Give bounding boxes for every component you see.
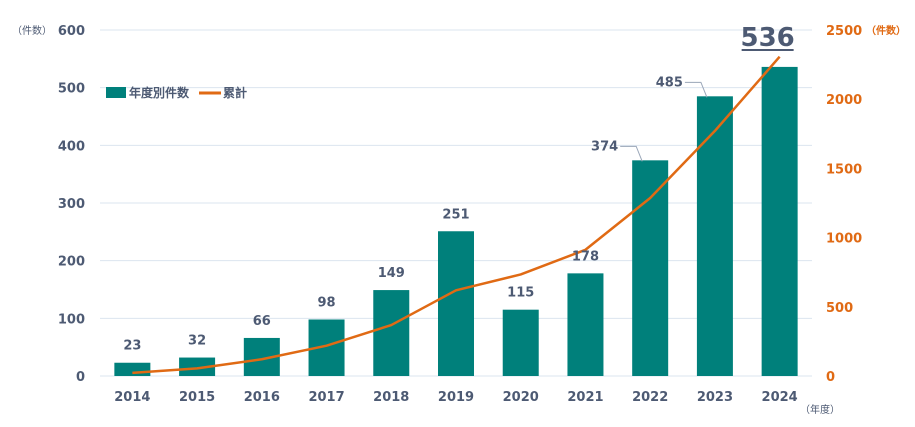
x-tick-2015: 2015 xyxy=(179,390,215,405)
legend-line-label: 累計 xyxy=(223,85,247,100)
x-tick-2020: 2020 xyxy=(503,390,539,405)
x-tick-2024: 2024 xyxy=(762,390,798,405)
left-axis: 0 100 200 300 400 500 600 xyxy=(58,24,85,385)
x-tick-2021: 2021 xyxy=(567,390,603,405)
right-tick-0: 0 xyxy=(826,370,835,385)
legend-bar-swatch xyxy=(106,87,126,98)
right-tick-2500: 2500 xyxy=(826,24,862,39)
left-tick-600: 600 xyxy=(58,24,85,39)
right-axis-unit: （件数） xyxy=(866,24,906,37)
left-tick-500: 500 xyxy=(58,82,85,97)
left-tick-300: 300 xyxy=(58,197,85,212)
leader-line-2022 xyxy=(620,145,643,162)
bar-label-2024: 536 xyxy=(740,23,794,53)
left-tick-100: 100 xyxy=(58,312,85,327)
right-tick-2000: 2000 xyxy=(826,93,862,108)
x-tick-2018: 2018 xyxy=(373,390,409,405)
x-tick-2019: 2019 xyxy=(438,390,474,405)
left-axis-unit: （件数） xyxy=(12,24,52,37)
x-tick-2023: 2023 xyxy=(697,390,733,405)
legend: 年度別件数 累計 xyxy=(106,85,247,100)
bar-labels: 23 32 66 98 149 251 115 178 374 485 536 xyxy=(123,23,794,354)
x-axis: 2014 2015 2016 2017 2018 2019 2020 2021 2022 2023… xyxy=(114,390,797,405)
left-tick-200: 200 xyxy=(58,255,85,270)
bar-2023 xyxy=(696,96,733,377)
right-tick-1500: 1500 xyxy=(826,162,862,177)
bar-label-2017: 98 xyxy=(317,295,335,310)
bar-label-2023: 485 xyxy=(656,75,683,90)
x-axis-unit: （年度） xyxy=(800,403,840,416)
bar-label-2015: 32 xyxy=(188,334,206,349)
bar-2014 xyxy=(114,362,151,376)
x-tick-2017: 2017 xyxy=(308,390,344,405)
bar-label-2018: 149 xyxy=(378,266,405,281)
right-tick-1000: 1000 xyxy=(826,232,862,247)
bar-label-2022: 374 xyxy=(591,139,618,154)
bar-2019 xyxy=(438,231,474,376)
line-series xyxy=(132,55,781,375)
bar-2024 xyxy=(761,66,798,376)
left-tick-400: 400 xyxy=(58,139,85,154)
right-axis: 0 500 1000 1500 2000 2500 xyxy=(826,24,862,385)
bar-label-2019: 251 xyxy=(442,207,469,222)
x-tick-2014: 2014 xyxy=(114,390,150,405)
bar-label-2016: 66 xyxy=(253,314,271,329)
bar-2020 xyxy=(502,309,539,376)
left-tick-0: 0 xyxy=(76,370,85,385)
x-tick-2016: 2016 xyxy=(244,390,280,405)
bar-2021 xyxy=(567,273,604,376)
right-tick-500: 500 xyxy=(826,301,853,316)
bar-2015 xyxy=(179,357,216,376)
x-tick-2022: 2022 xyxy=(632,390,668,405)
bar-label-2020: 115 xyxy=(507,286,534,301)
bar-2018 xyxy=(373,290,410,376)
leader-line-2023 xyxy=(684,81,708,98)
bar-2022 xyxy=(632,160,669,376)
bar-label-2014: 23 xyxy=(123,339,141,354)
bar-label-2021: 178 xyxy=(572,249,599,264)
legend-bar-label: 年度別件数 xyxy=(129,85,190,100)
